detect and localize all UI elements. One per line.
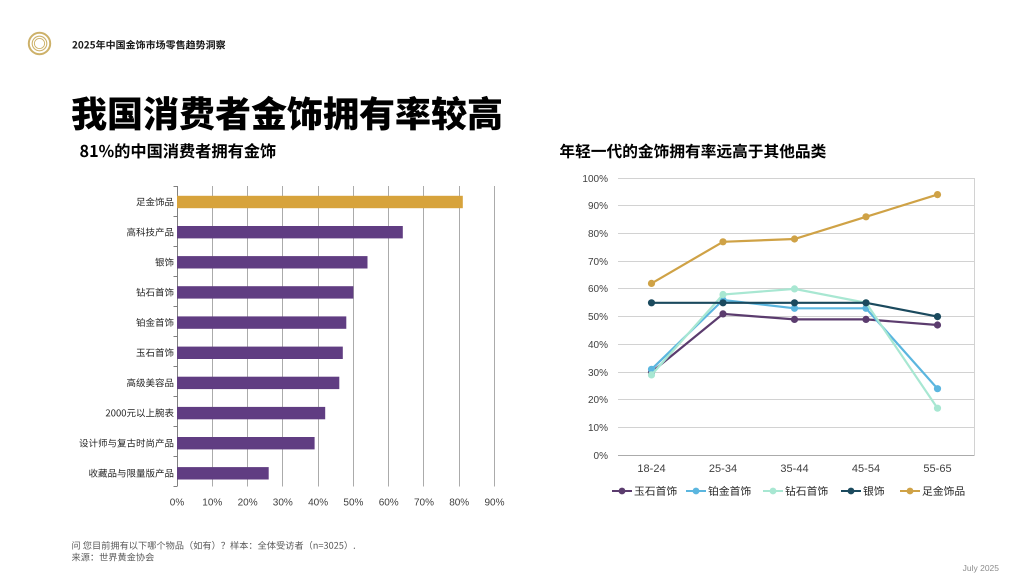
svg-text:0%: 0%: [170, 498, 185, 509]
svg-text:60%: 60%: [588, 284, 608, 295]
svg-text:July 2025: July 2025: [963, 563, 1000, 573]
svg-text:20%: 20%: [238, 498, 258, 509]
svg-text:50%: 50%: [588, 312, 608, 323]
svg-text:30%: 30%: [588, 368, 608, 379]
svg-text:80%: 80%: [588, 229, 608, 240]
svg-text:40%: 40%: [308, 498, 328, 509]
svg-text:70%: 70%: [588, 257, 608, 268]
svg-text:60%: 60%: [379, 498, 399, 509]
svg-text:10%: 10%: [202, 498, 222, 509]
svg-text:10%: 10%: [588, 423, 608, 434]
svg-text:25-34: 25-34: [709, 463, 737, 475]
svg-text:100%: 100%: [582, 174, 608, 185]
svg-text:20%: 20%: [588, 395, 608, 406]
svg-text:40%: 40%: [588, 340, 608, 351]
svg-text:80%: 80%: [449, 498, 469, 509]
svg-text:45-54: 45-54: [852, 463, 880, 475]
svg-text:35-44: 35-44: [780, 463, 808, 475]
svg-text:30%: 30%: [273, 498, 293, 509]
svg-text:0%: 0%: [594, 451, 609, 462]
svg-text:18-24: 18-24: [637, 463, 665, 475]
svg-text:90%: 90%: [484, 498, 504, 509]
svg-text:50%: 50%: [343, 498, 363, 509]
svg-text:90%: 90%: [588, 201, 608, 212]
svg-text:70%: 70%: [414, 498, 434, 509]
svg-text:55-65: 55-65: [923, 463, 951, 475]
